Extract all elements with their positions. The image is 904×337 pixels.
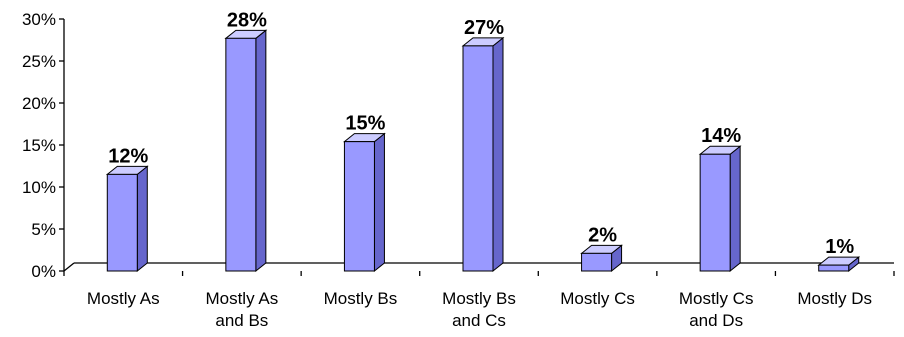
data-label: 28% [227,9,267,31]
x-category-label: Mostly Bs [324,289,398,308]
data-label: 12% [108,145,148,167]
chart-bars [105,29,861,273]
bar-side [492,36,504,273]
y-tick-label: 10% [22,178,56,197]
data-label: 14% [701,125,741,147]
x-category-label: and Ds [689,311,743,330]
bar [105,165,149,273]
x-category-label: Mostly As [87,289,160,308]
bar-front [818,264,850,272]
x-category-label: and Cs [452,311,506,330]
y-tick-label: 15% [22,136,56,155]
bar-front [225,37,257,272]
bar-front [581,252,613,272]
data-label: 15% [345,113,385,135]
x-category-label: Mostly Bs [442,289,516,308]
data-label: 27% [464,17,504,39]
bar [343,132,386,273]
x-category-label: Mostly Cs [560,289,635,308]
bar [461,36,505,273]
bar-side [729,145,741,273]
data-label: 1% [825,236,854,258]
data-label: 2% [588,224,617,246]
bar [580,244,623,273]
x-category-label: Mostly Ds [797,289,872,308]
bar [817,256,861,273]
y-tick-label: 30% [22,10,56,29]
floor-depth-line [63,262,75,272]
x-axis-categories: Mostly As Mostly As and Bs Mostly Bs Mostly … [87,289,872,330]
y-axis-ticks: 0% 5% 10% 15% 20% 25% 30% [22,10,895,281]
bar [698,145,742,273]
bar-side [373,132,385,273]
y-tick-label: 0% [31,262,56,281]
bar-front [343,141,375,272]
bar-side [255,29,267,273]
bar-front [462,45,494,272]
y-tick-label: 5% [31,220,56,239]
y-tick-label: 20% [22,94,56,113]
bar-side [136,165,148,273]
bar [224,29,268,273]
bar-front [699,153,731,272]
x-category-label: Mostly As [205,289,278,308]
x-category-label: Mostly Cs [679,289,754,308]
bar-front [106,173,138,272]
data-labels: 12% 28% 15% 27% 2% 14% 1% [108,9,854,258]
x-category-label: and Bs [215,311,268,330]
y-tick-label: 25% [22,52,56,71]
